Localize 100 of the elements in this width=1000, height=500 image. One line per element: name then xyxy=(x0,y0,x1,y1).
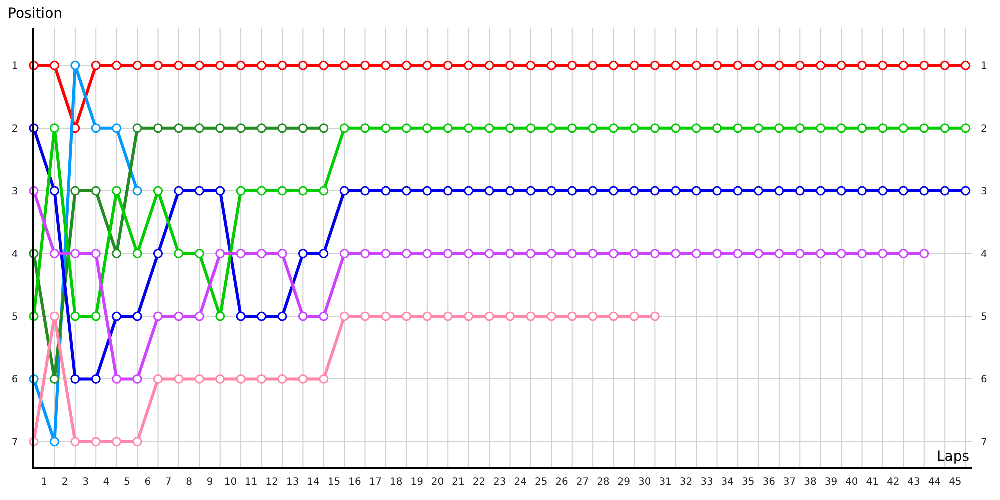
point xyxy=(70,312,80,322)
point xyxy=(609,186,619,196)
point xyxy=(340,249,350,259)
x-tick-label: 6 xyxy=(144,476,152,488)
point xyxy=(630,186,640,196)
point xyxy=(712,60,722,70)
point xyxy=(464,312,474,322)
point xyxy=(422,312,432,322)
y2-tick-label: 3 xyxy=(981,186,988,198)
point xyxy=(112,249,122,259)
point xyxy=(961,60,971,70)
point xyxy=(484,60,494,70)
point xyxy=(609,60,619,70)
point xyxy=(546,60,556,70)
point xyxy=(443,312,453,322)
point xyxy=(112,374,122,384)
point xyxy=(940,186,950,196)
y-tick-label: 5 xyxy=(12,312,18,323)
point xyxy=(112,60,122,70)
y2-tick-label: 5 xyxy=(981,312,988,323)
x-tick-label: 21 xyxy=(452,476,465,488)
point xyxy=(898,60,908,70)
point xyxy=(153,60,163,70)
point xyxy=(257,124,267,134)
point xyxy=(568,312,578,322)
point xyxy=(216,60,226,70)
point xyxy=(50,60,60,70)
point xyxy=(712,186,722,196)
point xyxy=(506,60,515,70)
x-tick-label: 42 xyxy=(886,476,900,488)
point xyxy=(319,186,329,196)
point xyxy=(650,312,660,322)
point xyxy=(754,186,764,196)
x-tick-label: 44 xyxy=(928,476,942,488)
point xyxy=(858,249,868,259)
point xyxy=(174,312,184,322)
point xyxy=(961,124,971,134)
x-tick-label: 29 xyxy=(618,476,630,488)
point xyxy=(112,124,122,134)
point xyxy=(795,249,805,259)
point xyxy=(278,124,288,134)
point xyxy=(257,249,267,259)
point xyxy=(940,124,950,134)
point xyxy=(940,60,950,70)
point xyxy=(174,249,184,259)
x-tick-label: 34 xyxy=(721,476,734,488)
point xyxy=(484,312,494,322)
x-tick-label: 26 xyxy=(556,476,568,488)
point xyxy=(194,312,204,322)
point xyxy=(443,249,453,259)
point xyxy=(878,60,888,70)
point xyxy=(360,186,370,196)
point xyxy=(506,312,515,322)
point xyxy=(278,186,288,196)
point xyxy=(91,60,101,70)
point xyxy=(298,312,308,322)
point xyxy=(671,124,681,134)
x-tick-label: 17 xyxy=(369,476,382,488)
point xyxy=(692,186,702,196)
point xyxy=(422,60,432,70)
point xyxy=(630,60,640,70)
y2-tick-label: 2 xyxy=(981,124,988,135)
point xyxy=(153,312,163,322)
point xyxy=(50,312,60,322)
point xyxy=(712,249,722,259)
point xyxy=(588,249,598,259)
point xyxy=(132,124,142,134)
point xyxy=(70,437,80,447)
point xyxy=(91,186,101,196)
point xyxy=(236,124,246,134)
point xyxy=(340,60,350,70)
point xyxy=(754,124,764,134)
point xyxy=(588,60,598,70)
point xyxy=(526,249,536,259)
point xyxy=(216,124,226,134)
x-tick-label: 18 xyxy=(390,476,403,488)
point xyxy=(836,249,846,259)
point xyxy=(422,186,432,196)
x-tick-label: 15 xyxy=(328,476,341,488)
point xyxy=(484,186,494,196)
point xyxy=(484,249,494,259)
point xyxy=(340,312,350,322)
point xyxy=(236,312,246,322)
point xyxy=(920,60,930,70)
point xyxy=(360,249,370,259)
point xyxy=(568,60,578,70)
point xyxy=(257,312,267,322)
point xyxy=(506,186,515,196)
x-tick-label: 33 xyxy=(700,476,714,488)
point xyxy=(858,186,868,196)
point xyxy=(91,437,101,447)
point xyxy=(588,312,598,322)
point xyxy=(795,124,805,134)
x-tick-label: 16 xyxy=(348,476,362,488)
point xyxy=(774,60,784,70)
point xyxy=(774,186,784,196)
x-tick-label: 13 xyxy=(286,476,300,488)
point xyxy=(961,186,971,196)
y2-tick-label: 4 xyxy=(981,249,988,260)
point xyxy=(216,249,226,259)
